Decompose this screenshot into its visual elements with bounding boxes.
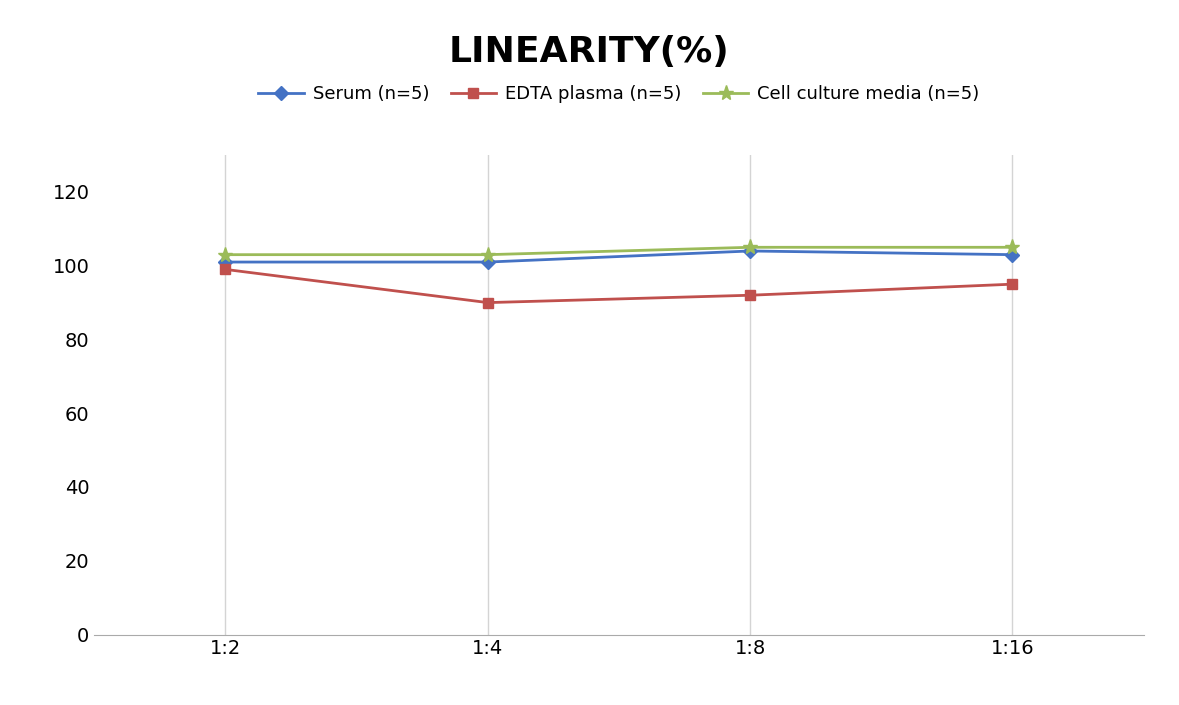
Serum (n=5) (218, 258, 232, 266)
Serum (n=5) (743, 247, 757, 255)
Serum (n=5) (1006, 250, 1020, 259)
Cell culture media (n=5) (481, 250, 495, 259)
EDTA plasma (n=5) (1006, 280, 1020, 288)
EDTA plasma (n=5) (218, 265, 232, 274)
Text: LINEARITY(%): LINEARITY(%) (449, 35, 730, 69)
Cell culture media (n=5) (218, 250, 232, 259)
Legend: Serum (n=5), EDTA plasma (n=5), Cell culture media (n=5): Serum (n=5), EDTA plasma (n=5), Cell cul… (251, 78, 987, 110)
Serum (n=5) (481, 258, 495, 266)
EDTA plasma (n=5) (743, 291, 757, 300)
Cell culture media (n=5) (1006, 243, 1020, 252)
EDTA plasma (n=5) (481, 298, 495, 307)
Line: Cell culture media (n=5): Cell culture media (n=5) (218, 240, 1020, 262)
Line: Serum (n=5): Serum (n=5) (220, 246, 1017, 267)
Line: EDTA plasma (n=5): EDTA plasma (n=5) (220, 264, 1017, 307)
Cell culture media (n=5) (743, 243, 757, 252)
